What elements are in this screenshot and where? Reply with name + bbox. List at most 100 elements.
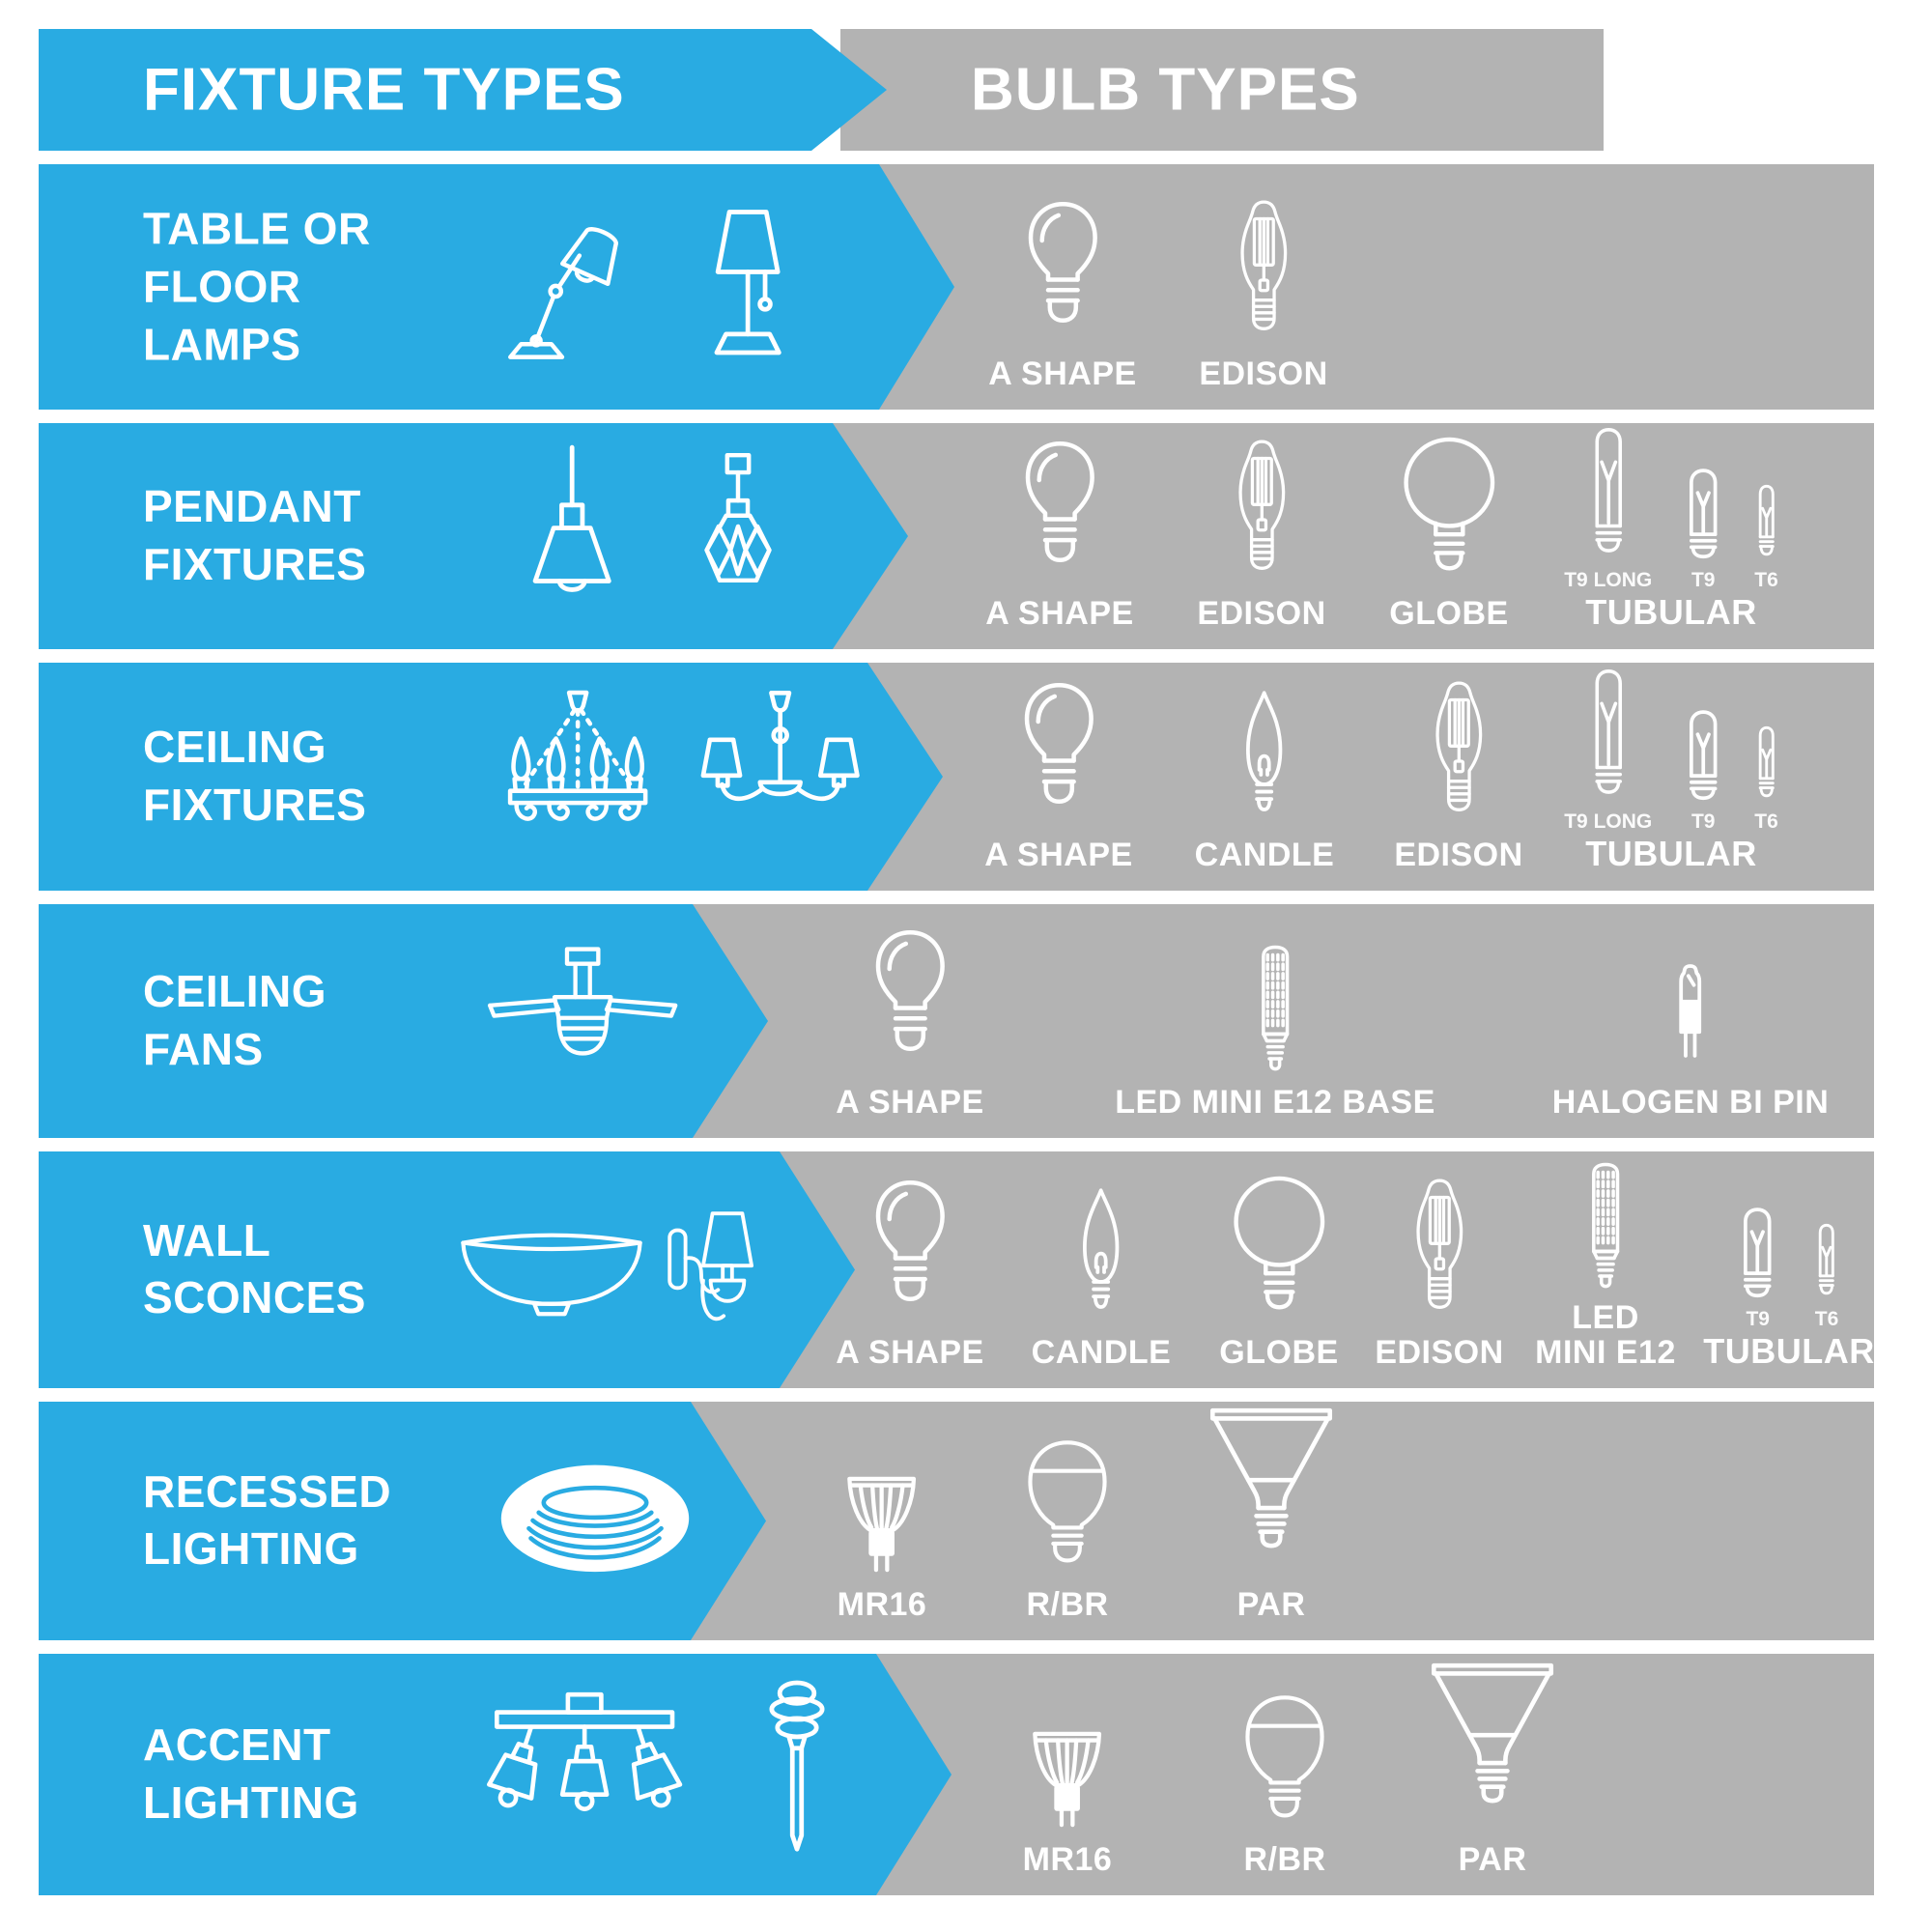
bulb-group-tubular: T9 LONG T9 T6 TUBULAR (1564, 667, 1778, 873)
fixture-label: CEILING FANS (143, 963, 327, 1079)
ceiling-fan-icon (482, 943, 680, 1099)
bulb-sub-label: T6 (1754, 810, 1778, 834)
edison-bulb-icon (1232, 197, 1295, 345)
fixture-label-line: PENDANT (143, 481, 361, 532)
bulb-r-br: R/BR (1240, 1690, 1329, 1878)
tubular-size-set: T9 T6 (1740, 1206, 1839, 1331)
tubular-size-set: T9 LONG T9 T6 (1564, 425, 1778, 592)
row-ceiling-fixtures: CEILING FIXTURES A SHAPE CANDLE EDISON T9 LON… (39, 663, 1893, 891)
bulb-types-header-band (840, 29, 1604, 151)
mr16-bulb-icon (1030, 1727, 1105, 1831)
bulb-group-tubular: T9 LONG T9 T6 TUBULAR (1564, 425, 1778, 632)
fixture-label-line: SCONCES (143, 1272, 366, 1323)
bulb-edison: EDISON (1197, 437, 1325, 632)
bulb-group-label: TUBULAR (1585, 592, 1757, 633)
mr16-bulb-icon (844, 1472, 920, 1576)
bulb-label: R/BR (1243, 1841, 1326, 1879)
bulb-label: EDISON (1394, 837, 1523, 874)
fixture-label-line: WALL (143, 1214, 271, 1265)
fixture-label-line: FIXTURES (143, 539, 367, 589)
r-br-bulb-icon (1240, 1690, 1329, 1831)
led-mini-e12-bulb-icon (1583, 1161, 1628, 1291)
globe-bulb-icon (1401, 432, 1497, 584)
bulb-candle: CANDLE (1032, 1185, 1172, 1371)
row-recessed-lighting: RECESSED LIGHTING MR16 R/BR PAR (39, 1402, 1893, 1640)
tubular-t6-bulb-icon (1755, 483, 1777, 562)
bulb-label: MR16 (837, 1586, 927, 1624)
bulb-label: A SHAPE (984, 837, 1133, 874)
fixture-label-line: LIGHTING (143, 1777, 359, 1828)
tubular-t9-long-bulb-icon (1589, 425, 1628, 562)
table-lamp-icon (667, 189, 816, 385)
bulb-t9: T9 (1685, 467, 1721, 592)
bulb-t6: T6 (1754, 483, 1778, 592)
bowl-sconce-icon (455, 1214, 648, 1326)
bulb-t6: T6 (1754, 724, 1778, 834)
bulb-led-mini-e12-base: LED MINI E12 BASE (1115, 944, 1435, 1121)
bulb-edison: EDISON (1394, 678, 1522, 873)
row-table-or-floor-lamps: TABLE OR FLOOR LAMPS A SHAPE EDISON (39, 164, 1893, 410)
candle-bulb-icon (1239, 688, 1290, 826)
led-mini-e12-bulb-icon (1253, 944, 1297, 1073)
edison-bulb-icon (1427, 678, 1491, 826)
bulb-label-line: LED (1572, 1298, 1639, 1336)
fixture-label: WALL SCONCES (143, 1212, 366, 1328)
chandelier-candle-icon (473, 684, 681, 869)
bulb-sub-label: T9 (1746, 1308, 1770, 1331)
bulb-types-band (780, 1151, 1874, 1388)
desk-lamp-icon (480, 195, 664, 379)
candle-bulb-icon (1076, 1185, 1126, 1323)
tubular-t9-bulb-icon (1685, 467, 1721, 562)
fixture-types-header-arrow-body (39, 29, 811, 151)
a-shape-bulb-icon (1016, 437, 1103, 584)
a-shape-bulb-icon (867, 925, 953, 1073)
bulb-label: GLOBE (1219, 1334, 1339, 1372)
bulb-halogen-bi-pin: HALOGEN BI PIN (1552, 961, 1830, 1121)
fixture-types-title: FIXTURE TYPES (143, 56, 625, 124)
bulb-a-shape: A SHAPE (985, 437, 1133, 632)
bulb-label: GLOBE (1389, 595, 1509, 633)
bulb-a-shape: A SHAPE (836, 1176, 983, 1371)
pendant-cone-icon (497, 439, 646, 635)
bulb-label: PAR (1458, 1841, 1527, 1879)
bulb-label: CANDLE (1031, 1334, 1172, 1372)
bulb-globe: GLOBE (1219, 1171, 1338, 1371)
tubular-t9-bulb-icon (1740, 1206, 1776, 1301)
tubular-t9-long-bulb-icon (1589, 667, 1628, 804)
row-accent-lighting: ACCENT LIGHTING MR16 R/BR PAR (39, 1654, 1893, 1895)
bulb-sub-label: T9 LONG (1564, 810, 1653, 834)
bulb-label: A SHAPE (836, 1084, 984, 1122)
bulb-group-label: TUBULAR (1585, 834, 1757, 874)
bulb-sub-label: T6 (1814, 1308, 1839, 1331)
track-light-icon (472, 1686, 695, 1863)
edison-bulb-icon (1230, 437, 1293, 584)
fixture-label-line: RECESSED (143, 1465, 392, 1517)
bulb-candle: CANDLE (1195, 688, 1335, 873)
row-pendant-fixtures: PENDANT FIXTURES A SHAPE EDISON GLOBE T9 LONG… (39, 423, 1893, 649)
row-ceiling-fans: CEILING FANS A SHAPE LED MINI E12 BASE HALOG… (39, 904, 1893, 1138)
fixture-label-line: CEILING (143, 722, 327, 773)
header-row: FIXTURE TYPES BULB TYPES (39, 29, 1893, 151)
pendant-faceted-icon (666, 444, 810, 628)
bulb-label: EDISON (1197, 595, 1326, 633)
bulb-label: CANDLE (1194, 837, 1335, 874)
bulb-label: MR16 (1022, 1841, 1113, 1879)
bulb-types-band (879, 164, 1874, 410)
r-br-bulb-icon (1023, 1435, 1112, 1576)
fixture-label-line: LAMPS (143, 318, 301, 369)
bulb-label: PAR (1236, 1586, 1306, 1624)
edison-bulb-icon (1407, 1176, 1471, 1323)
bulb-t9-long: T9 LONG (1564, 667, 1652, 834)
row-wall-sconces: WALL SCONCES A SHAPE CANDLE GLOBE EDISON LED MI… (39, 1151, 1893, 1388)
bulb-label: HALOGEN BI PIN (1551, 1084, 1830, 1122)
fixture-label-line: CEILING (143, 966, 327, 1017)
fixture-label-line: FLOOR (143, 261, 301, 312)
halogen-bi-pin-bulb-icon (1671, 961, 1710, 1073)
bulb-label: A SHAPE (985, 595, 1134, 633)
bulb-types-title: BULB TYPES (971, 56, 1360, 124)
path-light-icon (752, 1677, 843, 1872)
chandelier-shade-icon (694, 682, 872, 872)
a-shape-bulb-icon (867, 1176, 953, 1323)
bulb-t9-long: T9 LONG (1564, 425, 1652, 592)
